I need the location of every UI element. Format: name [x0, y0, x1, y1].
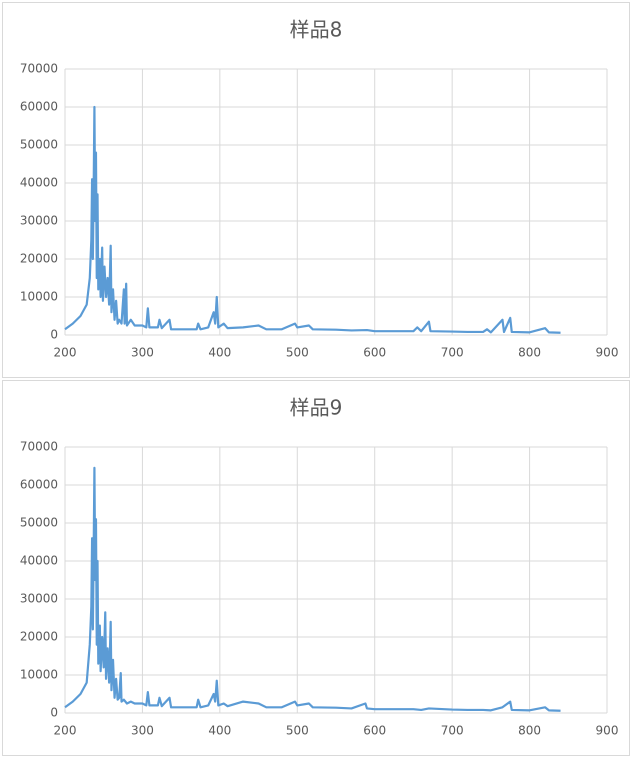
- data-line: [64, 466, 561, 712]
- y-tick-label: 50000: [20, 516, 58, 530]
- x-tick-label: 200: [54, 724, 77, 738]
- y-tick-label: 10000: [20, 290, 58, 304]
- x-tick-label: 200: [54, 346, 77, 360]
- x-tick-label: 600: [363, 346, 386, 360]
- chart: 样品9 0 10000 20000 30000 40000 50000 60000 70000…: [2, 380, 630, 756]
- x-tick-label: 500: [286, 346, 309, 360]
- y-tick-label: 0: [50, 706, 58, 720]
- chart: 样品8 0 10000 20000 30000 40000 50000 60000 70000…: [2, 2, 630, 378]
- y-tick-label: 60000: [20, 100, 58, 114]
- y-tick-label: 70000: [20, 62, 58, 76]
- y-tick-label: 20000: [20, 252, 58, 266]
- y-tick-label: 40000: [20, 176, 58, 190]
- y-tick-label: 30000: [20, 592, 58, 606]
- x-tick-label: 600: [363, 724, 386, 738]
- x-tick-label: 500: [286, 724, 309, 738]
- y-tick-label: 30000: [20, 214, 58, 228]
- y-tick-label: 0: [50, 328, 58, 342]
- y-tick-label: 70000: [20, 440, 58, 454]
- y-tick-label: 10000: [20, 668, 58, 682]
- data-line: [64, 105, 561, 334]
- x-tick-label: 800: [518, 724, 541, 738]
- y-tick-label: 20000: [20, 630, 58, 644]
- x-tick-label: 400: [208, 724, 231, 738]
- y-tick-label: 50000: [20, 138, 58, 152]
- chart-title: 样品8: [290, 18, 343, 42]
- x-tick-label: 900: [596, 724, 619, 738]
- x-tick-label: 800: [518, 346, 541, 360]
- x-tick-label: 400: [208, 346, 231, 360]
- x-tick-label: 700: [441, 724, 464, 738]
- y-tick-label: 60000: [20, 478, 58, 492]
- x-tick-label: 700: [441, 346, 464, 360]
- x-tick-label: 900: [596, 346, 619, 360]
- x-tick-label: 300: [131, 724, 154, 738]
- chart-title: 样品9: [290, 396, 343, 420]
- y-tick-label: 40000: [20, 554, 58, 568]
- x-tick-label: 300: [131, 346, 154, 360]
